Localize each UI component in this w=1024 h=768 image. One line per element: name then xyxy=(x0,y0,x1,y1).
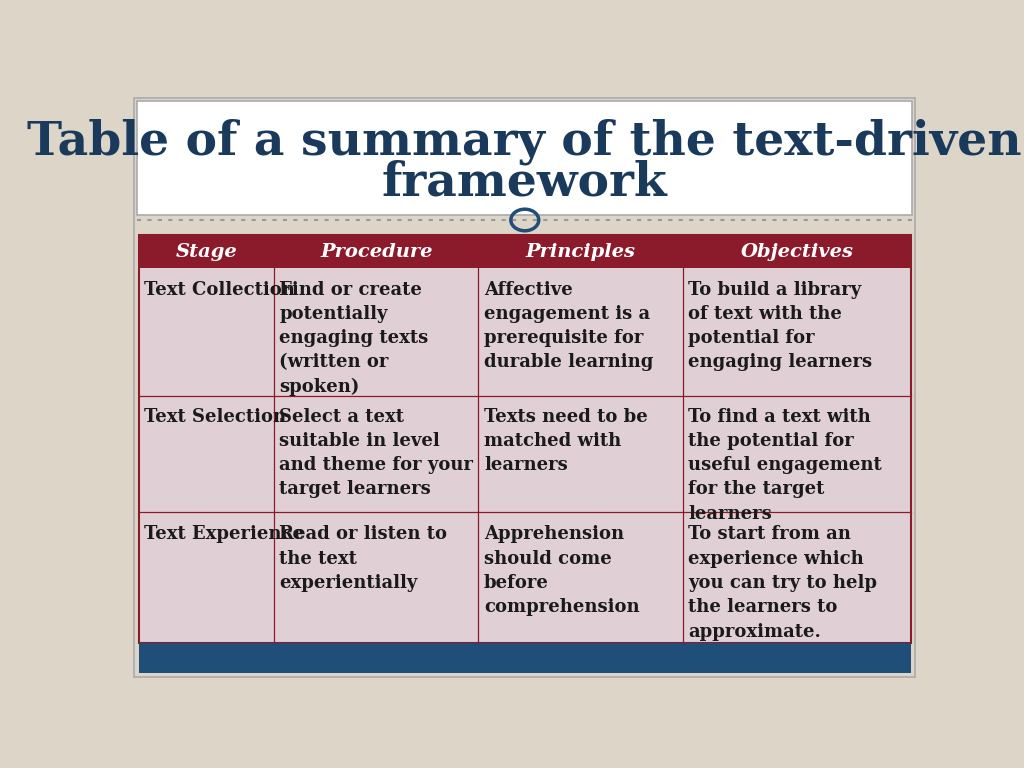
Text: Stage: Stage xyxy=(175,243,238,260)
FancyBboxPatch shape xyxy=(139,235,910,268)
Text: Apprehension
should come
before
comprehension: Apprehension should come before comprehe… xyxy=(484,525,640,616)
Text: To start from an
experience which
you can try to help
the learners to
approximat: To start from an experience which you ca… xyxy=(688,525,878,641)
Text: Text Collection: Text Collection xyxy=(144,280,295,299)
Text: Table of a summary of the text-driven: Table of a summary of the text-driven xyxy=(28,118,1022,164)
Text: Select a text
suitable in level
and theme for your
target learners: Select a text suitable in level and them… xyxy=(280,408,473,498)
Text: Principles: Principles xyxy=(525,243,636,260)
Text: Objectives: Objectives xyxy=(740,243,853,260)
Text: To find a text with
the potential for
useful engagement
for the target
learners: To find a text with the potential for us… xyxy=(688,408,883,523)
Text: To build a library
of text with the
potential for
engaging learners: To build a library of text with the pote… xyxy=(688,280,872,372)
Text: Read or listen to
the text
experientially: Read or listen to the text experientiall… xyxy=(280,525,447,592)
Text: Find or create
potentially
engaging texts
(written or
spoken): Find or create potentially engaging text… xyxy=(280,280,429,396)
Text: Procedure: Procedure xyxy=(319,243,432,260)
Text: Text Selection: Text Selection xyxy=(144,408,287,425)
FancyBboxPatch shape xyxy=(134,98,915,677)
FancyBboxPatch shape xyxy=(139,644,910,673)
Text: Text Experience: Text Experience xyxy=(144,525,304,544)
Text: Affective
engagement is a
prerequisite for
durable learning: Affective engagement is a prerequisite f… xyxy=(484,280,653,372)
FancyBboxPatch shape xyxy=(137,101,912,215)
Text: framework: framework xyxy=(382,159,668,205)
Text: Texts need to be
matched with
learners: Texts need to be matched with learners xyxy=(484,408,647,474)
FancyBboxPatch shape xyxy=(139,235,910,644)
